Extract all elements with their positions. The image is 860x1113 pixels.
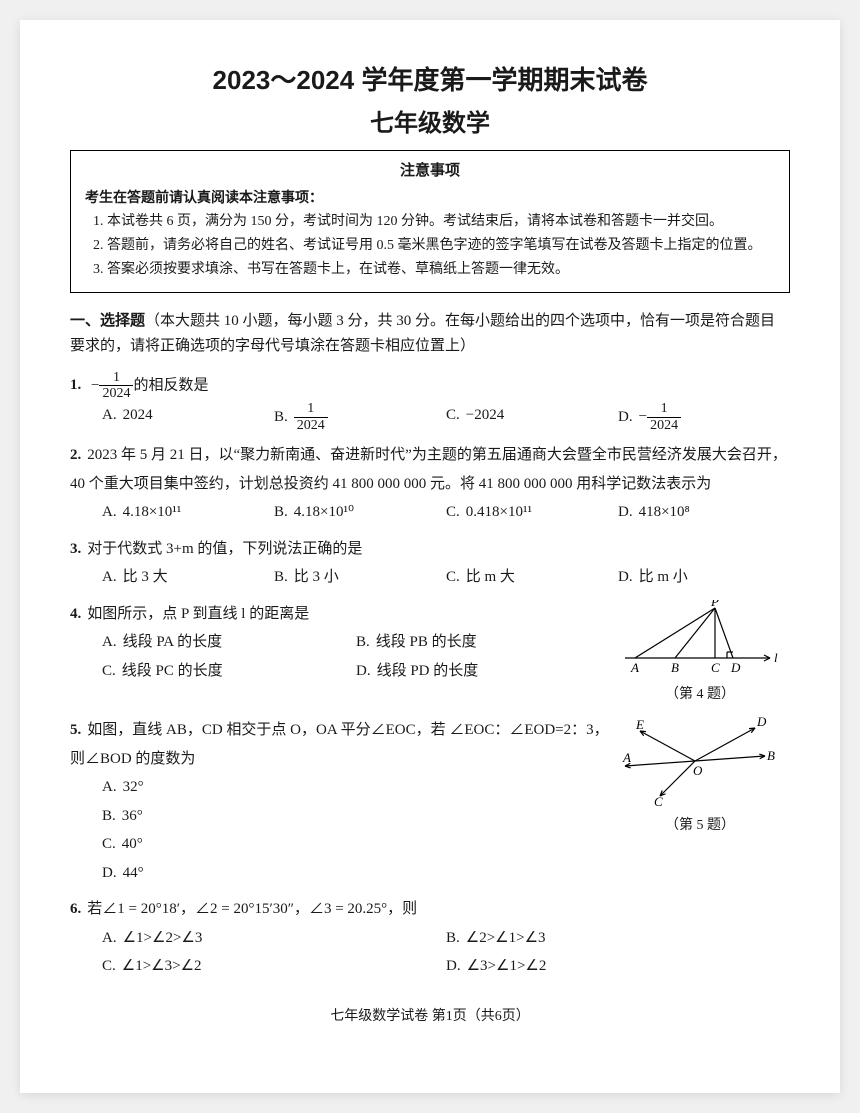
opt-c: C.0.418×10¹¹	[446, 498, 618, 527]
opt-b: B.比 3 小	[274, 563, 446, 592]
svg-text:P: P	[710, 600, 719, 609]
q5-options: A.32° B.36° C.40° D.44°	[102, 773, 610, 887]
qnum: 4.	[70, 606, 81, 622]
opt-b: B.线段 PB 的长度	[356, 628, 610, 657]
notice-lead: 考生在答题前请认真阅读本注意事项：	[85, 187, 775, 211]
qnum: 1.	[70, 377, 81, 393]
q5-stem: 如图，直线 AB，CD 相交于点 O，OA 平分∠EOC，若 ∠EOC：∠EOD…	[70, 722, 609, 767]
q3-stem: 对于代数式 3+m 的值，下列说法正确的是	[87, 541, 362, 557]
svg-text:D: D	[730, 660, 741, 675]
q2-stem: 2023 年 5 月 21 日，以“聚力新南通、奋进新时代”为主题的第五届通商大…	[70, 447, 787, 492]
question-5: 5.如图，直线 AB，CD 相交于点 O，OA 平分∠EOC，若 ∠EOC：∠E…	[70, 716, 790, 887]
q1-stem-frac: 12024	[99, 370, 133, 402]
opt-d: D.44°	[102, 859, 610, 888]
qnum: 2.	[70, 447, 81, 463]
q1-stem-prefix: −	[91, 377, 99, 393]
qnum: 3.	[70, 541, 81, 557]
figure-q4-svg: P A B CDl	[615, 600, 785, 680]
opt-b: B.12024	[274, 401, 446, 433]
q2-options: A.4.18×10¹¹ B.4.18×10¹⁰ C.0.418×10¹¹ D.4…	[102, 498, 790, 527]
q6-options: A.∠1>∠2>∠3 B.∠2>∠1>∠3 C.∠1>∠3>∠2 D.∠3>∠1…	[102, 924, 790, 981]
opt-c: C.比 m 大	[446, 563, 618, 592]
figure-q5: A B C D E O （第 5 题）	[610, 716, 790, 887]
exam-page: 2023～2024 学年度第一学期期末试卷 七年级数学 注意事项 考生在答题前请…	[20, 20, 840, 1093]
q1-stem-suffix: 的相反数是	[133, 377, 208, 393]
opt-a: A.线段 PA 的长度	[102, 628, 356, 657]
section-label: 一、	[70, 313, 100, 329]
opt-b: B.∠2>∠1>∠3	[446, 924, 790, 953]
title-sub: 七年级数学	[70, 103, 790, 138]
opt-a: A.比 3 大	[102, 563, 274, 592]
opt-d: D.比 m 小	[618, 563, 790, 592]
opt-c: C.∠1>∠3>∠2	[102, 952, 446, 981]
question-1: 1. −12024的相反数是 A.2024 B.12024 C.−2024 D.…	[70, 370, 790, 434]
figure-q4-caption: （第 4 题）	[610, 682, 790, 709]
svg-text:B: B	[767, 748, 775, 763]
notice-item: 答题前，请务必将自己的姓名、考试证号用 0.5 毫米黑色字迹的签字笔填写在试卷及…	[107, 234, 775, 258]
opt-d: D.418×10⁸	[618, 498, 790, 527]
svg-text:C: C	[654, 794, 663, 809]
opt-a: A.2024	[102, 401, 274, 433]
figure-q4: P A B CDl （第 4 题）	[610, 600, 790, 709]
svg-text:B: B	[671, 660, 679, 675]
q4-options: A.线段 PA 的长度 B.线段 PB 的长度 C.线段 PC 的长度 D.线段…	[102, 628, 610, 685]
q4-stem: 如图所示，点 P 到直线 l 的距离是	[87, 606, 309, 622]
svg-text:A: A	[630, 660, 639, 675]
figure-q5-caption: （第 5 题）	[610, 813, 790, 840]
svg-text:O: O	[693, 763, 703, 778]
qnum: 5.	[70, 722, 81, 738]
notice-list: 本试卷共 6 页，满分为 150 分，考试时间为 120 分钟。考试结束后，请将…	[85, 210, 775, 281]
question-6: 6. 若∠1 = 20°18′，∠2 = 20°15′30″，∠3 = 20.25…	[70, 895, 790, 981]
opt-a: A.4.18×10¹¹	[102, 498, 274, 527]
question-4: 4. 如图所示，点 P 到直线 l 的距离是 A.线段 PA 的长度 B.线段 P…	[70, 600, 790, 709]
svg-text:l: l	[774, 650, 778, 665]
notice-box: 注意事项 考生在答题前请认真阅读本注意事项： 本试卷共 6 页，满分为 150 …	[70, 150, 790, 293]
question-2: 2.2023 年 5 月 21 日，以“聚力新南通、奋进新时代”为主题的第五届通…	[70, 441, 790, 527]
section-title: 选择题	[100, 313, 145, 329]
opt-b: B.4.18×10¹⁰	[274, 498, 446, 527]
opt-a: A.32°	[102, 773, 610, 802]
svg-text:A: A	[622, 750, 631, 765]
figure-q5-svg: A B C D E O	[615, 716, 785, 811]
section-desc: （本大题共 10 小题，每小题 3 分，共 30 分。在每小题给出的四个选项中，…	[70, 313, 775, 355]
svg-text:E: E	[635, 717, 644, 732]
title-main: 2023～2024 学年度第一学期期末试卷	[70, 60, 790, 97]
opt-c: C.线段 PC 的长度	[102, 657, 356, 686]
q6-stem: 若∠1 = 20°18′，∠2 = 20°15′30″，∠3 = 20.25°，…	[87, 901, 417, 917]
opt-d: D.∠3>∠1>∠2	[446, 952, 790, 981]
q3-options: A.比 3 大 B.比 3 小 C.比 m 大 D.比 m 小	[102, 563, 790, 592]
q1-options: A.2024 B.12024 C.−2024 D.−12024	[102, 401, 790, 433]
qnum: 6.	[70, 901, 81, 917]
opt-b: B.36°	[102, 802, 610, 831]
notice-heading: 注意事项	[85, 159, 775, 185]
opt-c: C.−2024	[446, 401, 618, 433]
notice-item: 本试卷共 6 页，满分为 150 分，考试时间为 120 分钟。考试结束后，请将…	[107, 210, 775, 234]
opt-a: A.∠1>∠2>∠3	[102, 924, 446, 953]
opt-d: D.线段 PD 的长度	[356, 657, 610, 686]
section-1-head: 一、选择题（本大题共 10 小题，每小题 3 分，共 30 分。在每小题给出的四…	[70, 309, 790, 360]
notice-item: 答案必须按要求填涂、书写在答题卡上，在试卷、草稿纸上答题一律无效。	[107, 258, 775, 282]
page-footer: 七年级数学试卷 第1页（共6页）	[70, 1005, 790, 1025]
svg-text:C: C	[711, 660, 720, 675]
question-3: 3. 对于代数式 3+m 的值，下列说法正确的是 A.比 3 大 B.比 3 小 …	[70, 535, 790, 592]
opt-c: C.40°	[102, 830, 610, 859]
svg-text:D: D	[756, 716, 767, 729]
opt-d: D.−12024	[618, 401, 790, 433]
